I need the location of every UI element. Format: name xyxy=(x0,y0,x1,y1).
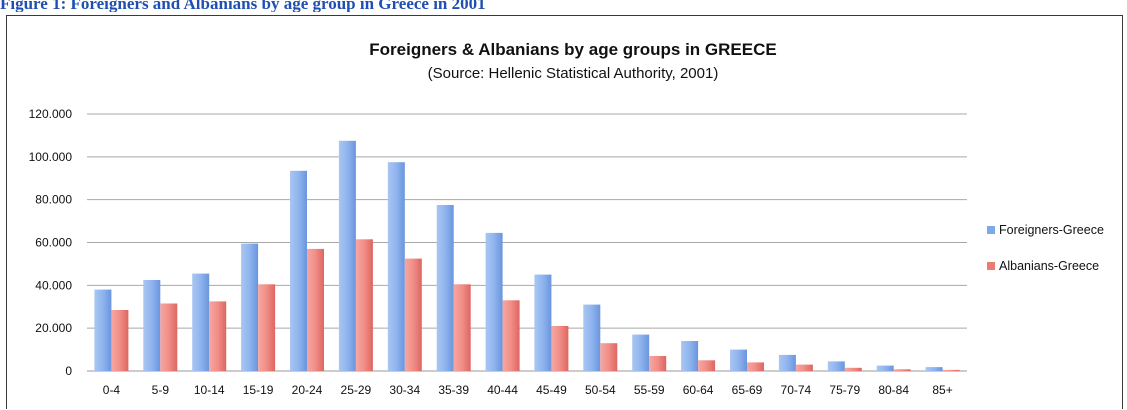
bar-foreigners-5-9 xyxy=(143,280,161,371)
y-tick-label: 120.000 xyxy=(29,107,73,121)
bar-foreigners-70-74 xyxy=(778,354,796,371)
x-tick-label: 75-79 xyxy=(829,383,860,397)
x-tick-label: 70-74 xyxy=(781,383,812,397)
bar-albanians-80-84 xyxy=(893,369,911,371)
legend-label-foreigners: Foreigners-Greece xyxy=(999,223,1104,237)
bar-foreigners-15-19 xyxy=(241,243,259,371)
x-tick-label: 85+ xyxy=(932,383,952,397)
bar-foreigners-20-24 xyxy=(290,170,307,371)
bar-foreigners-10-14 xyxy=(192,273,210,371)
bars xyxy=(94,140,960,371)
x-tick-label: 40-44 xyxy=(487,383,518,397)
bar-albanians-85+ xyxy=(942,369,960,371)
chart-frame: Foreigners & Albanians by age groups in … xyxy=(6,15,1123,409)
y-tick-label: 100.000 xyxy=(29,150,73,164)
x-tick-label: 65-69 xyxy=(732,383,763,397)
legend-label-albanians: Albanians-Greece xyxy=(999,259,1099,273)
bar-albanians-40-44 xyxy=(502,300,520,371)
legend-swatch-foreigners xyxy=(987,226,995,234)
figure-caption: Figure 1: Foreigners and Albanians by ag… xyxy=(0,0,486,12)
x-tick-label: 55-59 xyxy=(634,383,665,397)
y-axis-ticks: 0 20.000 40.000 60.000 80.000 100.000 120.000 xyxy=(29,107,73,378)
x-tick-label: 10-14 xyxy=(194,383,225,397)
x-tick-label: 5-9 xyxy=(152,383,170,397)
x-tick-label: 30-34 xyxy=(389,383,420,397)
x-tick-label: 15-19 xyxy=(243,383,274,397)
x-tick-label: 80-84 xyxy=(878,383,909,397)
bar-albanians-25-29 xyxy=(355,239,373,371)
x-tick-label: 25-29 xyxy=(341,383,372,397)
x-tick-label: 0-4 xyxy=(103,383,121,397)
chart-subtitle: (Source: Hellenic Statistical Authority,… xyxy=(428,65,719,82)
bar-chart: Foreigners & Albanians by age groups in … xyxy=(29,40,1104,397)
y-tick-label: 20.000 xyxy=(35,321,72,335)
bar-foreigners-40-44 xyxy=(485,232,503,371)
bar-albanians-0-4 xyxy=(111,310,129,371)
y-tick-label: 40.000 xyxy=(35,278,72,292)
x-axis-ticks: 0-4 5-9 10-14 15-19 20-24 25-29 30-34 35-39 40-4… xyxy=(103,383,953,397)
legend-swatch-albanians xyxy=(987,262,995,270)
bar-albanians-15-19 xyxy=(258,284,276,371)
bar-foreigners-60-64 xyxy=(681,341,699,371)
bar-albanians-65-69 xyxy=(747,362,764,371)
bar-foreigners-75-79 xyxy=(827,361,845,371)
bar-albanians-45-49 xyxy=(551,326,569,371)
bar-foreigners-0-4 xyxy=(94,289,112,371)
chart-title: Foreigners & Albanians by age groups in … xyxy=(369,40,776,59)
bar-albanians-75-79 xyxy=(844,367,862,371)
bar-albanians-5-9 xyxy=(160,303,178,371)
bar-albanians-50-54 xyxy=(600,343,618,371)
bar-albanians-55-59 xyxy=(649,356,667,371)
bar-foreigners-65-69 xyxy=(730,349,747,371)
bar-foreigners-85+ xyxy=(925,367,943,371)
bar-foreigners-35-39 xyxy=(436,205,454,371)
grid-lines xyxy=(87,113,967,372)
bar-albanians-30-34 xyxy=(404,258,422,371)
y-tick-label: 0 xyxy=(65,364,72,378)
x-tick-label: 50-54 xyxy=(585,383,616,397)
bar-albanians-20-24 xyxy=(307,248,324,371)
x-tick-label: 60-64 xyxy=(683,383,714,397)
y-tick-label: 80.000 xyxy=(35,193,72,207)
x-tick-label: 20-24 xyxy=(292,383,323,397)
x-tick-label: 45-49 xyxy=(536,383,567,397)
bar-foreigners-50-54 xyxy=(583,304,601,371)
bar-albanians-35-39 xyxy=(453,284,471,371)
y-tick-label: 60.000 xyxy=(35,236,72,250)
bar-foreigners-45-49 xyxy=(534,274,552,371)
x-tick-label: 35-39 xyxy=(438,383,469,397)
bar-albanians-70-74 xyxy=(795,364,813,371)
bar-foreigners-30-34 xyxy=(387,162,405,371)
legend: Foreigners-Greece Albanians-Greece xyxy=(987,223,1104,273)
bar-foreigners-55-59 xyxy=(632,334,650,371)
bar-albanians-60-64 xyxy=(698,360,716,371)
bar-foreigners-25-29 xyxy=(338,140,356,371)
bar-albanians-10-14 xyxy=(209,301,227,371)
bar-foreigners-80-84 xyxy=(876,365,894,371)
